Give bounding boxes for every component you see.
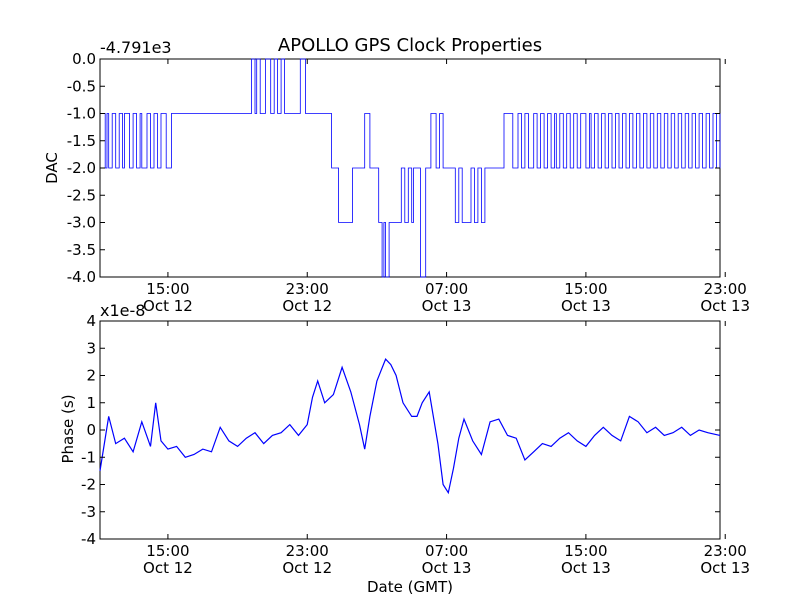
phase-axis-label: Phase (s) — [59, 394, 77, 463]
dac-offset-label: -4.791e3 — [100, 38, 172, 57]
x-tick-date: Oct 12 — [143, 559, 193, 577]
x-tick-date: Oct 13 — [700, 559, 750, 577]
y-tick-label: -1 — [81, 448, 96, 466]
x-axis-label: Date (GMT) — [367, 578, 453, 596]
y-tick-label: 2 — [86, 367, 96, 385]
y-tick-label: -2.0 — [67, 159, 96, 177]
x-tick-date: Oct 13 — [700, 297, 750, 315]
y-tick-label: -2 — [81, 476, 96, 494]
y-tick-label: 3 — [86, 339, 96, 357]
x-tick-time: 07:00 — [425, 542, 468, 560]
x-tick-time: 07:00 — [425, 280, 468, 298]
y-tick-label: 1 — [86, 394, 96, 412]
x-tick-time: 15:00 — [146, 280, 189, 298]
y-tick-label: -1.0 — [67, 105, 96, 123]
y-tick-label: -2.5 — [67, 186, 96, 204]
y-tick-label: 4 — [86, 312, 96, 330]
phase-panel: x1e-8 Phase (s) Date (GMT) 4 3 2 1 0 -1 -2 -3 -4… — [59, 301, 750, 596]
y-tick-label: -3 — [81, 503, 96, 521]
x-tick-date: Oct 12 — [282, 297, 332, 315]
dac-panel: -4.791e3 DAC 0.0 -0.5 -1.0 -1.5 -2.0 -2.5 -3.0… — [43, 38, 750, 315]
x-tick-date: Oct 13 — [561, 297, 611, 315]
y-tick-label: -3.0 — [67, 214, 96, 232]
x-tick-date: Oct 13 — [561, 559, 611, 577]
x-tick-time: 15:00 — [564, 542, 607, 560]
y-tick-label: -4.0 — [67, 268, 96, 286]
x-tick-time: 23:00 — [286, 280, 329, 298]
y-tick-label: 0.0 — [72, 50, 96, 68]
y-tick-label: 0 — [86, 421, 96, 439]
y-tick-label: -0.5 — [67, 77, 96, 95]
x-tick-time: 23:00 — [704, 280, 747, 298]
x-tick-date: Oct 12 — [282, 559, 332, 577]
x-tick-date: Oct 13 — [422, 297, 472, 315]
y-tick-label: -3.5 — [67, 241, 96, 259]
plot-frame — [99, 320, 721, 540]
series-line-1-0 — [99, 358, 721, 495]
figure-title: APOLLO GPS Clock Properties — [278, 35, 542, 56]
phase-offset-label: x1e-8 — [100, 301, 145, 320]
dac-axis-label: DAC — [43, 152, 61, 184]
x-tick-time: 23:00 — [286, 542, 329, 560]
x-tick-time: 15:00 — [146, 542, 189, 560]
series-line-0-0 — [100, 58, 721, 278]
x-tick-time: 23:00 — [704, 542, 747, 560]
y-tick-label: -1.5 — [67, 132, 96, 150]
y-tick-label: -4 — [81, 530, 96, 548]
x-tick-date: Oct 13 — [422, 559, 472, 577]
x-tick-time: 15:00 — [564, 280, 607, 298]
x-tick-date: Oct 12 — [143, 297, 193, 315]
